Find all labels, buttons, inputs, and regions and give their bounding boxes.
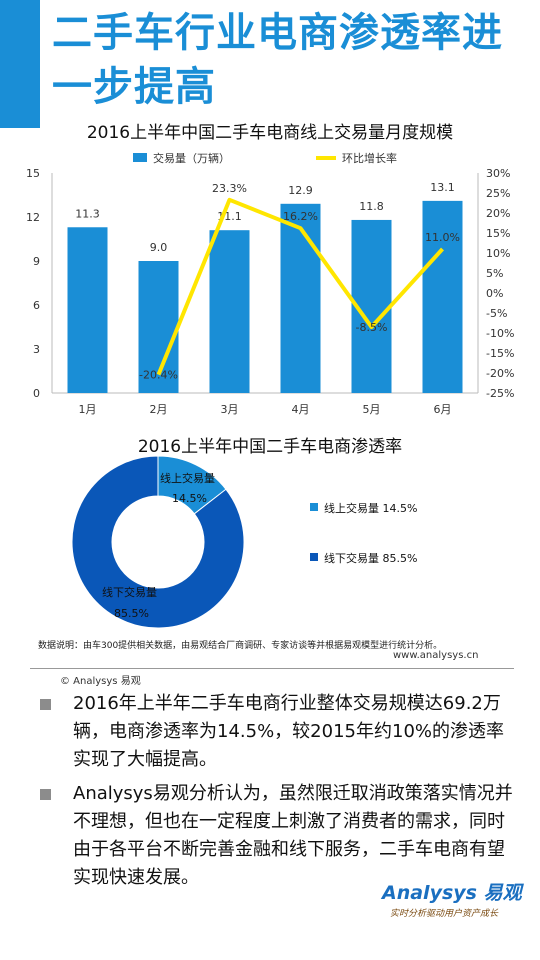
bullet-text: 2016年上半年二手车电商行业整体交易规模达69.2万辆，电商渗透率为14.5%… <box>73 693 504 770</box>
bar-value-label: 9.0 <box>150 241 168 254</box>
growth-rate-label: -8.5% <box>356 321 388 334</box>
growth-rate-label: 16.2% <box>283 210 318 223</box>
x-tick-label: 4月 <box>292 403 310 416</box>
y2-tick-label: 10% <box>486 247 510 260</box>
data-note: 数据说明：由车300提供相关数据，由易观结合厂商调研、专家访谈等并根据易观模型进… <box>38 641 443 651</box>
analysys-logo: Analysys 易观 实时分析驱动用户资产成长 <box>382 878 532 926</box>
x-tick-label: 5月 <box>363 403 381 416</box>
bullet-item: Analysys易观分析认为，虽然限迁取消政策落实情况并不理想，但也在一定程度上… <box>38 780 518 892</box>
page-title: 二手车行业电商渗透率进 一步提高 <box>52 6 532 114</box>
y2-tick-label: 20% <box>486 207 510 220</box>
growth-rate-label: 23.3% <box>212 182 247 195</box>
square-bullet-icon <box>40 789 51 800</box>
legend-online-label: 线上交易量 14.5% <box>324 501 417 515</box>
bullet-item: 2016年上半年二手车电商行业整体交易规模达69.2万辆，电商渗透率为14.5%… <box>38 690 518 774</box>
donut-slice-value: 85.5% <box>114 607 149 620</box>
bar <box>280 203 321 393</box>
y2-tick-label: -10% <box>486 327 514 340</box>
y2-tick-label: 0% <box>486 287 503 300</box>
y2-tick-label: 5% <box>486 267 503 280</box>
y-tick-label: 6 <box>33 299 40 312</box>
bullet-list: 2016年上半年二手车电商行业整体交易规模达69.2万辆，电商渗透率为14.5%… <box>38 690 518 898</box>
bar-value-label: 13.1 <box>430 181 455 194</box>
title-accent-bar <box>0 0 40 128</box>
square-bullet-icon <box>40 699 51 710</box>
footer-copyright: © Analysys 易观 <box>60 676 141 687</box>
legend-offline-swatch <box>310 553 318 561</box>
footer-website: www.analysys.cn <box>393 650 479 661</box>
legend-line-label: 环比增长率 <box>342 151 397 165</box>
legend-bar-label: 交易量（万辆） <box>153 151 230 165</box>
y-tick-label: 12 <box>26 211 40 224</box>
x-tick-label: 2月 <box>150 403 168 416</box>
page-title-line-1: 二手车行业电商渗透率进 <box>52 10 503 56</box>
bar-value-label: 11.3 <box>75 207 100 220</box>
legend-bar-swatch <box>133 153 147 162</box>
donut-slice-value: 14.5% <box>172 492 207 505</box>
donut-slice <box>71 455 245 629</box>
page-title-line-2: 一步提高 <box>52 64 216 110</box>
y-tick-label: 9 <box>33 255 40 268</box>
bar-value-label: 11.8 <box>359 200 384 213</box>
x-tick-label: 6月 <box>434 403 452 416</box>
growth-rate-label: 11.0% <box>425 231 460 244</box>
y2-tick-label: -20% <box>486 367 514 380</box>
y2-tick-label: -15% <box>486 347 514 360</box>
y2-tick-label: 25% <box>486 187 510 200</box>
logo-tagline: 实时分析驱动用户资产成长 <box>390 909 499 919</box>
x-tick-label: 1月 <box>79 403 97 416</box>
x-tick-label: 3月 <box>221 403 239 416</box>
y-tick-label: 0 <box>33 387 40 400</box>
bar <box>422 200 463 393</box>
growth-rate-label: -20.4% <box>139 369 178 382</box>
bar-value-label: 12.9 <box>288 184 313 197</box>
monthly-volume-chart: 0 3 6 9 12 15 -25% -20% -15% -10% -5% 0% 5% 10% 15% 20%… <box>26 151 514 416</box>
donut-chart-title: 2016上半年中国二手车电商渗透率 <box>137 437 403 457</box>
penetration-donut-chart: 线上交易量 14.5% 线下交易量 85.5% 线上交易量 14.5% 线下交易量 85.… <box>71 455 417 629</box>
y2-tick-label: -25% <box>486 387 514 400</box>
donut-slice-label: 线下交易量 <box>102 585 157 599</box>
y2-tick-label: -5% <box>486 307 507 320</box>
growth-rate-line <box>156 197 444 376</box>
bar-chart-title: 2016上半年中国二手车电商线上交易量月度规模 <box>86 123 454 143</box>
donut-slice-label: 线上交易量 <box>160 471 215 485</box>
bar <box>67 227 108 393</box>
logo-text: Analysys 易观 <box>382 882 522 904</box>
bullet-text: Analysys易观分析认为，虽然限迁取消政策落实情况并不理想，但也在一定程度上… <box>73 783 513 888</box>
y2-tick-label: 15% <box>486 227 510 240</box>
y2-tick-label: 30% <box>486 167 510 180</box>
y-tick-label: 3 <box>33 343 40 356</box>
bar <box>209 230 250 393</box>
legend-online-swatch <box>310 503 318 511</box>
footer-divider <box>30 668 514 669</box>
legend-offline-label: 线下交易量 85.5% <box>324 551 417 565</box>
y-tick-label: 15 <box>26 167 40 180</box>
